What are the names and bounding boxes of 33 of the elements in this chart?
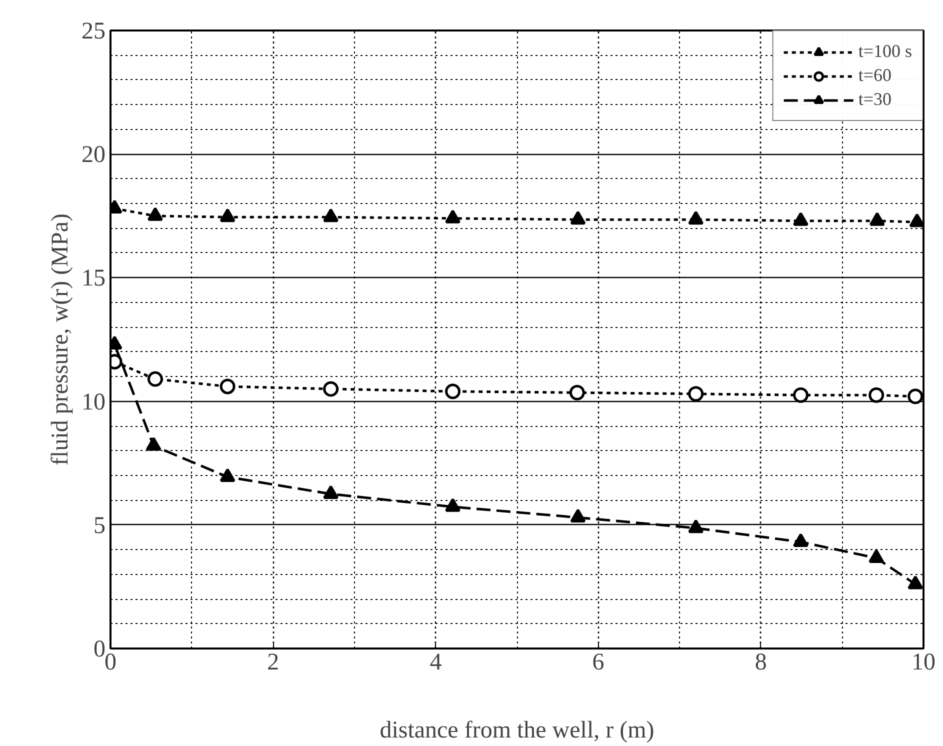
point xyxy=(147,207,163,221)
point xyxy=(908,575,924,590)
y-axis-title: fluid pressure, w(r) (MPa) xyxy=(48,214,74,466)
x-tick-label: 8 xyxy=(754,650,767,676)
point xyxy=(868,549,884,564)
point xyxy=(220,468,236,482)
x-axis-title: distance from the well, r (m) xyxy=(380,718,654,744)
point xyxy=(445,210,461,224)
x-tick-label: 10 xyxy=(912,650,936,676)
point xyxy=(688,519,704,534)
legend-label: t=30 xyxy=(858,89,892,110)
y-tick-label: 5 xyxy=(94,512,106,539)
point xyxy=(445,498,461,512)
x-tick-label: 6 xyxy=(592,650,604,676)
legend-label: t=100 s xyxy=(858,41,912,62)
point xyxy=(570,508,586,522)
x-tick-label: 2 xyxy=(267,650,280,676)
y-tick-label: 20 xyxy=(82,142,106,168)
point xyxy=(570,210,586,225)
point xyxy=(869,212,885,226)
legend-label: t=60 xyxy=(858,65,892,86)
y-tick-label: 15 xyxy=(82,266,106,292)
point xyxy=(220,208,236,222)
point xyxy=(909,213,924,228)
y-tick-label: 25 xyxy=(82,18,106,44)
point xyxy=(146,437,162,451)
point xyxy=(323,485,339,500)
x-tick-label: 4 xyxy=(430,650,442,676)
point xyxy=(688,210,704,225)
y-tick-label: 10 xyxy=(82,389,106,416)
point xyxy=(792,533,808,547)
point xyxy=(792,212,808,226)
point xyxy=(323,208,339,222)
